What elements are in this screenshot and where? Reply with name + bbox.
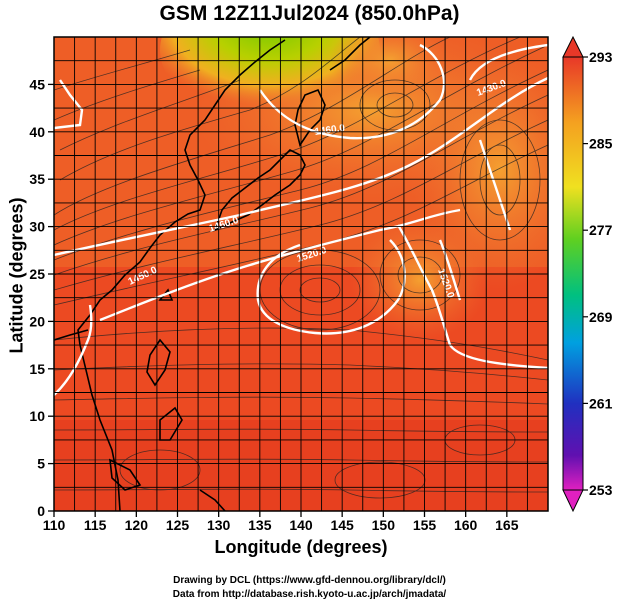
credit-line-dcl: Drawing by DCL (https://www.gfd-dennou.o… bbox=[173, 575, 446, 586]
colorbar: 293 285 277 269 261 253 bbox=[562, 35, 613, 513]
x-tick-label: 125 bbox=[166, 517, 190, 533]
y-tick-label: 35 bbox=[29, 171, 45, 187]
x-tick-label: 110 bbox=[43, 517, 66, 533]
colorbar-tick-label: 277 bbox=[589, 222, 613, 238]
y-tick-label: 5 bbox=[37, 456, 45, 472]
colorbar-tick-label: 261 bbox=[589, 395, 613, 411]
chart-title: GSM 12Z11Jul2024 (850.0hPa) bbox=[159, 2, 460, 25]
colorbar-bottom-arrow bbox=[562, 489, 584, 513]
x-tick-label: 145 bbox=[330, 517, 354, 533]
y-axis-label: Latitude (degrees) bbox=[6, 197, 27, 354]
map-grid bbox=[54, 37, 548, 511]
colorbar-tick-label: 285 bbox=[589, 136, 613, 152]
x-axis-label: Longitude (degrees) bbox=[214, 537, 388, 557]
y-tick-labels: 0 5 10 15 20 25 30 35 40 45 bbox=[29, 76, 54, 519]
x-tick-label: 150 bbox=[372, 517, 396, 533]
y-tick-label: 25 bbox=[29, 266, 45, 282]
colorbar-bar bbox=[562, 56, 584, 491]
x-tick-label: 160 bbox=[454, 517, 478, 533]
y-tick-label: 0 bbox=[37, 503, 45, 519]
y-tick-label: 30 bbox=[29, 219, 45, 235]
x-tick-label: 140 bbox=[289, 517, 313, 533]
y-tick-label: 45 bbox=[29, 76, 45, 92]
x-tick-label: 130 bbox=[207, 517, 231, 533]
colorbar-tick-label: 293 bbox=[589, 49, 613, 65]
y-tick-label: 20 bbox=[29, 313, 45, 329]
x-tick-labels: 110 115 120 125 130 135 140 145 150 155 160 165 bbox=[43, 511, 519, 533]
colorbar-top-arrow bbox=[562, 35, 584, 58]
colorbar-tick-label: 269 bbox=[589, 309, 613, 325]
x-tick-label: 120 bbox=[125, 517, 149, 533]
x-tick-label: 115 bbox=[84, 517, 107, 533]
x-tick-label: 165 bbox=[495, 517, 519, 533]
y-tick-label: 15 bbox=[29, 361, 45, 377]
colorbar-tick-label: 253 bbox=[589, 482, 613, 498]
y-tick-label: 10 bbox=[29, 408, 45, 424]
credit-line-data: Data from http://database.rish.kyoto-u.a… bbox=[172, 589, 447, 600]
y-tick-label: 40 bbox=[29, 124, 45, 140]
x-tick-label: 135 bbox=[248, 517, 272, 533]
x-tick-label: 155 bbox=[413, 517, 437, 533]
